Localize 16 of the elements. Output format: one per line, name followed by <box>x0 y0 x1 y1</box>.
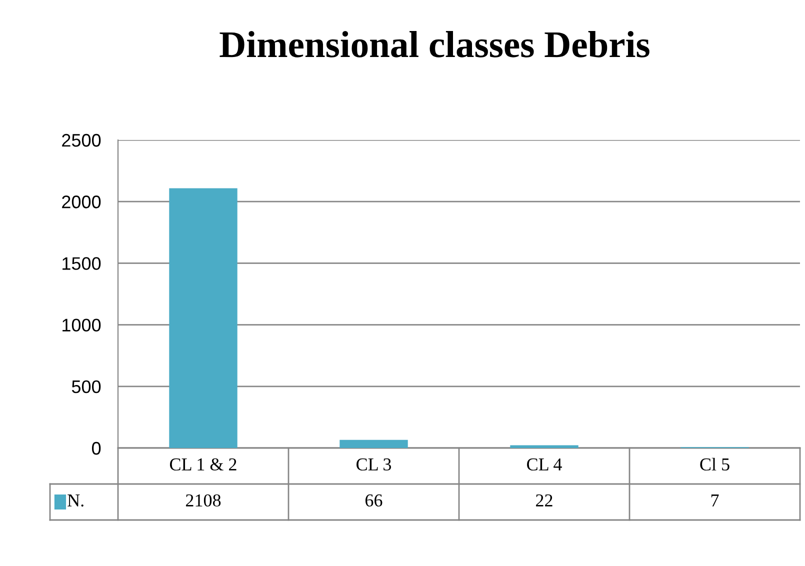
y-tick-label: 500 <box>72 380 101 394</box>
x-tick-label: CL 1 & 2 <box>170 458 236 471</box>
y-tick-label: 1500 <box>62 257 101 270</box>
x-tick-label: CL 3 <box>356 458 392 471</box>
x-tick-label: CL 4 <box>527 458 562 471</box>
x-tick-label: Cl 5 <box>700 458 730 471</box>
y-tick-label: 1000 <box>62 318 101 332</box>
y-tick-label: 0 <box>92 442 101 455</box>
y-tick-label: 2500 <box>62 134 101 147</box>
data-label: 22 <box>536 494 552 506</box>
chart-title: Dimensional classes Debris <box>220 30 650 58</box>
data-label: 2108 <box>186 494 221 507</box>
legend-label: N. <box>68 494 84 507</box>
data-label: 66 <box>366 494 382 507</box>
data-label: 7 <box>711 494 719 506</box>
y-tick-label: 2000 <box>62 196 101 208</box>
